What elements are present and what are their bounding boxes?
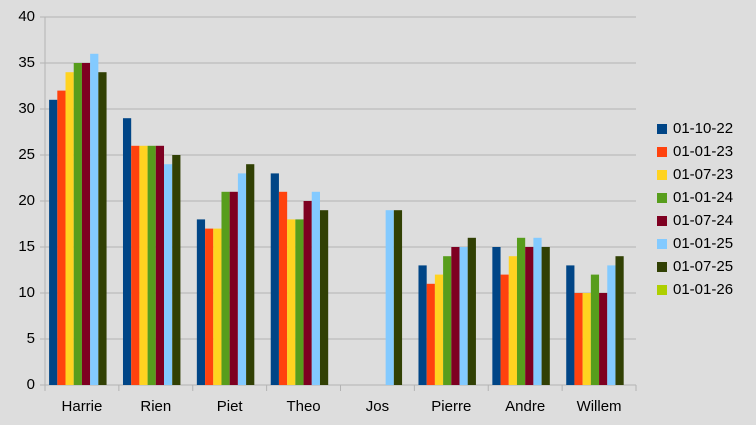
x-tick-label: Rien [140, 398, 171, 415]
bar [574, 293, 583, 385]
bar [278, 191, 288, 385]
bar [98, 72, 107, 385]
legend-label: 01-01-24 [673, 189, 733, 206]
legend-label: 01-10-22 [673, 120, 733, 137]
y-tick-label: 40 [18, 8, 35, 25]
bar [172, 155, 181, 385]
bar [393, 210, 403, 385]
y-tick-label: 15 [18, 238, 35, 255]
bar [90, 53, 99, 386]
bar [500, 274, 509, 385]
bar [213, 228, 222, 385]
x-tick-label: Pierre [431, 398, 471, 415]
legend-label: 01-07-23 [673, 166, 733, 183]
bar [590, 274, 600, 385]
bar [508, 256, 517, 385]
bar [451, 247, 460, 385]
y-tick-label: 30 [18, 100, 35, 117]
legend-label: 01-01-26 [673, 281, 733, 298]
bar [607, 265, 616, 385]
bar [303, 201, 312, 385]
bar [541, 247, 550, 385]
legend-swatch [657, 193, 667, 203]
x-tick-label: Theo [286, 398, 320, 415]
bar [237, 173, 247, 385]
legend-swatch [657, 170, 667, 180]
legend-label: 01-07-24 [673, 212, 733, 229]
bar [73, 63, 82, 385]
bar [147, 145, 156, 385]
bar [205, 228, 214, 385]
x-tick-label: Jos [366, 398, 389, 415]
legend-swatch [657, 285, 667, 295]
legend-swatch [657, 239, 667, 249]
bar [81, 63, 91, 385]
bar [582, 293, 591, 385]
legend-swatch [657, 147, 667, 157]
bar [287, 219, 296, 385]
bar [426, 283, 435, 385]
bar [599, 293, 608, 385]
y-tick-label: 5 [27, 330, 35, 347]
y-tick-label: 35 [18, 54, 35, 71]
bar [533, 237, 542, 385]
bar [270, 173, 279, 385]
y-tick-label: 0 [27, 376, 35, 393]
y-tick-label: 10 [18, 284, 35, 301]
x-tick-label: Andre [505, 398, 545, 415]
bar [566, 265, 575, 385]
bar [229, 191, 238, 385]
bar [139, 145, 148, 385]
bar [443, 256, 452, 385]
bar [516, 237, 526, 385]
bar [122, 118, 132, 385]
legend-label: 01-01-23 [673, 143, 733, 160]
bar [295, 219, 304, 385]
bar [164, 164, 173, 385]
bar [434, 274, 444, 385]
bar [492, 247, 501, 385]
bar [467, 237, 476, 385]
legend-label: 01-01-25 [673, 235, 733, 252]
bar [246, 164, 255, 385]
bar [418, 265, 427, 385]
bar [57, 90, 66, 385]
legend-swatch [657, 262, 667, 272]
y-tick-label: 20 [18, 192, 35, 209]
x-tick-label: Willem [577, 398, 622, 415]
x-tick-label: Piet [217, 398, 244, 415]
bar [131, 145, 140, 385]
x-tick-label: Harrie [62, 398, 103, 415]
legend-swatch [657, 216, 667, 226]
bar [525, 247, 534, 385]
bar [385, 210, 394, 385]
legend-swatch [657, 124, 667, 134]
bar [319, 210, 329, 385]
bar [49, 99, 58, 386]
bar [311, 191, 320, 385]
bar [615, 256, 624, 385]
bar [459, 247, 468, 385]
legend-label: 01-07-25 [673, 258, 733, 275]
bar [155, 145, 165, 385]
bar [65, 72, 74, 385]
y-tick-label: 25 [18, 146, 35, 163]
bar [196, 219, 206, 385]
bar [221, 191, 230, 385]
